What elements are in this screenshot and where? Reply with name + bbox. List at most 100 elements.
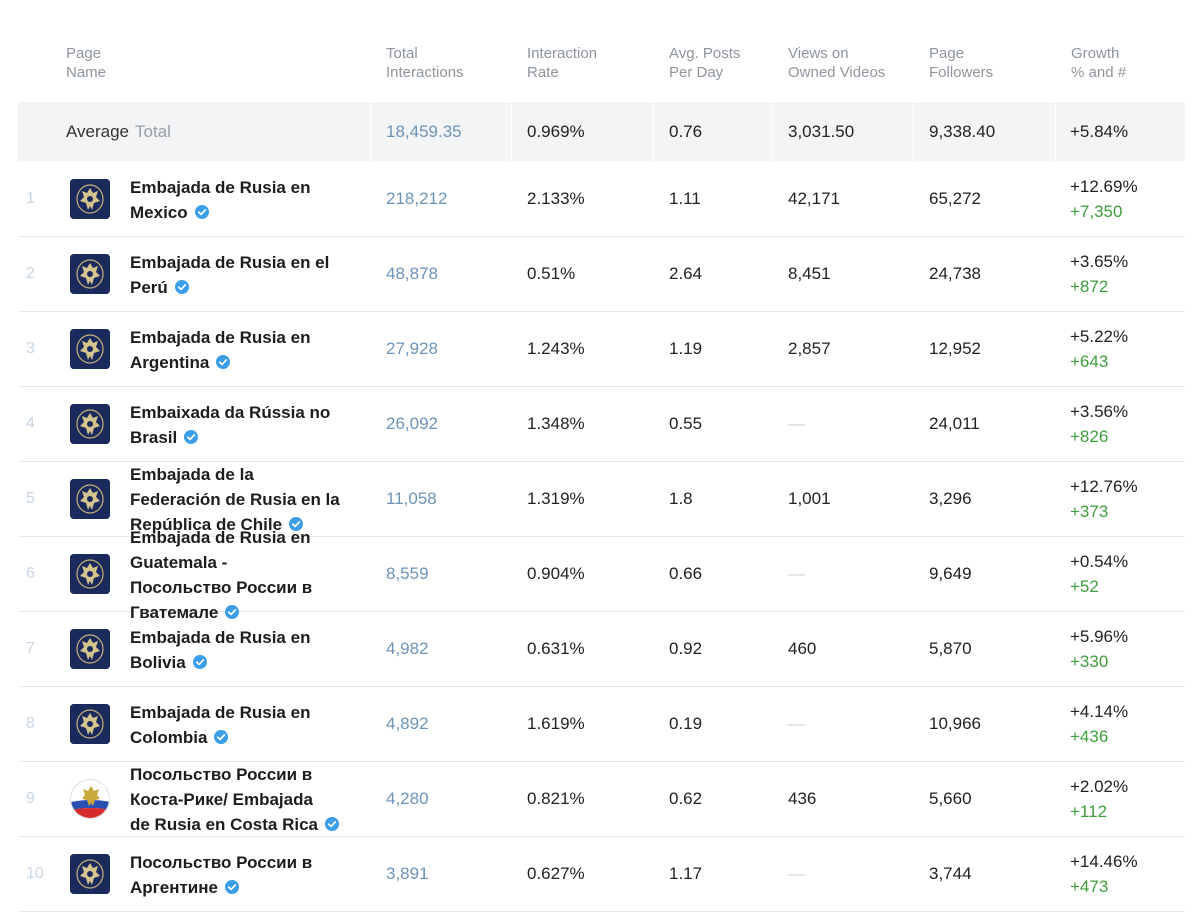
avg-posts: 1.8 [669, 489, 693, 508]
row-rank: 10 [26, 865, 44, 882]
followers: 3,296 [929, 489, 972, 508]
page-name-link[interactable]: Посольство России в Аргентине [130, 853, 313, 897]
interaction-rate: 0.904% [527, 564, 585, 583]
total-interactions[interactable]: 3,891 [386, 864, 429, 883]
table-row[interactable]: 6 Embajada de Rusia en Guatemala - Посольст… [18, 528, 1185, 622]
row-rank: 3 [26, 340, 35, 357]
crest-icon[interactable] [70, 404, 110, 444]
verified-badge-icon [225, 605, 240, 619]
average-label: Average Total [66, 122, 171, 141]
table-row[interactable]: 5 Embajada de la Federación de Rusia en la… [18, 462, 1185, 537]
verified-badge-icon [325, 817, 340, 831]
growth: +0.54% +52 [1070, 549, 1128, 599]
table-row[interactable]: 9 Посольство России в Коста-Рике/ Embajada… [18, 762, 1185, 837]
verified-badge-icon [194, 205, 209, 219]
views: 8,451 [788, 264, 831, 283]
growth: +3.65% +872 [1070, 249, 1128, 299]
growth-percent: +2.02% [1070, 777, 1129, 796]
average-growth: +5.84% [1070, 122, 1129, 141]
total-toggle[interactable]: Total [135, 122, 171, 141]
header-views[interactable]: Views on Owned Videos [788, 45, 886, 81]
crest-icon[interactable] [70, 554, 110, 594]
growth-percent: +5.96% [1070, 627, 1129, 646]
total-interactions[interactable]: 48,878 [386, 264, 438, 283]
crest-icon[interactable] [70, 179, 110, 219]
header-page-name[interactable]: Page Name [66, 45, 107, 81]
page-name-link[interactable]: Embajada de Rusia en Guatemala - Посольств… [130, 528, 313, 622]
views: 436 [788, 789, 817, 808]
row-rank: 8 [26, 715, 35, 732]
total-interactions[interactable]: 4,982 [386, 639, 429, 658]
growth-number: +643 [1070, 352, 1109, 371]
interaction-rate: 0.821% [527, 789, 585, 808]
header-interaction-rate[interactable]: Interaction Rate [527, 45, 598, 81]
verified-badge-icon [216, 355, 231, 369]
header-total-interactions[interactable]: Total Interactions [386, 45, 464, 81]
crest-icon[interactable] [70, 854, 110, 894]
avg-posts: 1.11 [669, 189, 701, 208]
crest-icon[interactable] [70, 704, 110, 744]
table-row[interactable]: 7 Embajada de Rusia en Bolivia 4,982 0.631% 0… [18, 612, 1185, 687]
page-name-link[interactable]: Embajada de Rusia en Bolivia [130, 628, 311, 672]
table-row[interactable]: 8 Embajada de Rusia en Colombia 4,892 1.619%… [18, 687, 1185, 762]
growth-percent: +0.54% [1070, 552, 1129, 571]
growth: +12.76% +373 [1070, 474, 1138, 524]
average-avg-posts: 0.76 [669, 122, 703, 141]
followers: 24,011 [929, 414, 980, 433]
table-row[interactable]: 4 Embaixada da Rússia no Brasil 26,092 1.348… [18, 387, 1185, 462]
page-name-link[interactable]: Embajada de Rusia en el Perú [130, 253, 330, 297]
page-name-link[interactable]: Embajada de Rusia en Mexico [130, 178, 311, 222]
growth-number: +330 [1070, 652, 1109, 671]
followers: 10,966 [929, 714, 981, 733]
row-rank: 5 [26, 490, 35, 507]
total-interactions[interactable]: 8,559 [386, 564, 429, 583]
avg-posts: 0.19 [669, 714, 703, 733]
crest-icon[interactable] [70, 329, 110, 369]
views: — [788, 564, 805, 583]
crest-icon[interactable] [70, 479, 110, 519]
page-name-link[interactable]: Embajada de Rusia en Colombia [130, 703, 311, 747]
row-rank: 1 [26, 190, 35, 207]
flag-crest-icon[interactable] [70, 779, 110, 819]
page-name-link[interactable]: Embajada de la Federación de Rusia en la R… [130, 465, 340, 534]
growth-number: +872 [1070, 277, 1109, 296]
avg-posts: 0.92 [669, 639, 703, 658]
table-row[interactable]: 3 Embajada de Rusia en Argentina 27,928 1.24… [18, 312, 1185, 387]
table-row[interactable]: 1 Embajada de Rusia en Mexico 218,212 2.133%… [18, 162, 1185, 237]
total-interactions[interactable]: 27,928 [386, 339, 438, 358]
header-followers[interactable]: Page Followers [929, 45, 994, 81]
growth-percent: +4.14% [1070, 702, 1129, 721]
average-total-interactions: 18,459.35 [386, 122, 462, 141]
verified-badge-icon [184, 430, 199, 444]
growth-percent: +5.22% [1070, 327, 1129, 346]
total-interactions[interactable]: 218,212 [386, 189, 448, 208]
total-interactions[interactable]: 4,892 [386, 714, 429, 733]
growth-percent: +3.56% [1070, 402, 1129, 421]
header-avg-posts[interactable]: Avg. Posts Per Day [669, 45, 741, 81]
avg-posts: 0.55 [669, 414, 703, 433]
interaction-rate: 1.243% [527, 339, 585, 358]
page-name-link[interactable]: Посольство России в Коста-Рике/ Embajada d… [130, 762, 356, 837]
growth: +14.46% +473 [1070, 849, 1138, 899]
verified-badge-icon [192, 655, 207, 669]
growth-percent: +3.65% [1070, 252, 1129, 271]
total-interactions[interactable]: 4,280 [386, 789, 429, 808]
page-name-link[interactable]: Embaixada da Rússia no Brasil [130, 403, 331, 447]
row-rank: 6 [26, 565, 35, 582]
table-header: Page Name Total Interactions Interaction… [18, 44, 1185, 102]
crest-icon[interactable] [70, 629, 110, 669]
followers: 5,870 [929, 639, 972, 658]
crest-icon[interactable] [70, 254, 110, 294]
average-views: 3,031.50 [788, 122, 855, 141]
avg-posts: 1.19 [669, 339, 703, 358]
followers: 3,744 [929, 864, 972, 883]
table-row[interactable]: 2 Embajada de Rusia en el Perú 48,878 0.51% 2… [18, 237, 1185, 312]
page-name-link[interactable]: Embajada de Rusia en Argentina [130, 328, 311, 372]
header-growth[interactable]: Growth % and # [1071, 45, 1127, 81]
table-row[interactable]: 10 Посольство России в Аргентине 3,891 0.627… [18, 837, 1185, 912]
growth: +4.14% +436 [1070, 699, 1128, 749]
followers: 65,272 [929, 189, 981, 208]
total-interactions[interactable]: 11,058 [386, 489, 437, 508]
total-interactions[interactable]: 26,092 [386, 414, 438, 433]
followers: 5,660 [929, 789, 972, 808]
